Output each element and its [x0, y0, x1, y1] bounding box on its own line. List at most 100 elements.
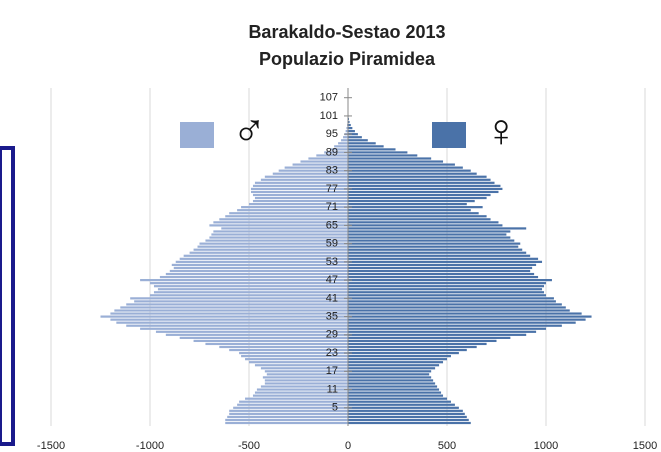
chart-title: Barakaldo-Sestao 2013 [248, 22, 445, 42]
bar [348, 400, 451, 403]
bar [348, 154, 418, 157]
bar [260, 385, 348, 388]
bar [308, 157, 348, 160]
bar [130, 297, 348, 300]
x-tick-label: -500 [238, 440, 260, 452]
bar [245, 358, 348, 361]
legend-swatch [432, 122, 466, 148]
x-tick-label: 1000 [534, 440, 558, 452]
bar [241, 206, 348, 209]
bar [110, 312, 349, 315]
bar [348, 282, 546, 285]
bar [348, 324, 562, 327]
bar [116, 321, 348, 324]
bar [348, 409, 463, 412]
y-tick-label: 47 [326, 274, 338, 286]
bar [134, 300, 348, 303]
bar [348, 394, 444, 397]
bar [179, 257, 348, 260]
bar [348, 181, 495, 184]
bar [348, 318, 586, 321]
chart-title: Populazio Piramidea [259, 49, 436, 69]
bar [254, 196, 348, 200]
bar [211, 233, 348, 236]
y-tick-label: 11 [327, 383, 338, 395]
bar [252, 184, 348, 187]
bar [126, 324, 349, 327]
bar [254, 391, 348, 394]
bar [348, 172, 477, 175]
bar [348, 269, 531, 273]
bar [221, 227, 348, 230]
bar [256, 388, 348, 391]
bar [348, 142, 376, 145]
bar [199, 242, 348, 245]
bar [348, 166, 463, 169]
bar [348, 333, 527, 336]
legend-label: ♀ [484, 104, 519, 156]
bar [348, 157, 432, 160]
bar [348, 184, 501, 187]
bar [348, 227, 527, 230]
bar [245, 397, 348, 400]
bar [169, 269, 348, 273]
bar [348, 175, 487, 178]
bar [348, 120, 350, 124]
bar [153, 291, 348, 294]
bar [348, 193, 491, 197]
bar [225, 421, 348, 425]
bar [140, 327, 348, 330]
bar [179, 336, 348, 339]
bar [348, 260, 543, 263]
x-tick-label: 0 [345, 440, 351, 452]
bar [193, 339, 348, 343]
bar [348, 254, 531, 257]
y-tick-label: 35 [326, 310, 338, 322]
bar [348, 248, 523, 251]
bar [338, 142, 348, 145]
bar [348, 421, 471, 425]
bar [140, 279, 348, 282]
bar [225, 418, 348, 422]
bar [348, 403, 455, 406]
bar [348, 388, 440, 391]
bar [348, 406, 459, 409]
bar [264, 175, 348, 178]
bar [348, 196, 487, 200]
bar [348, 218, 491, 221]
bar [348, 148, 396, 151]
bar [348, 379, 434, 382]
bar [110, 318, 349, 321]
bar [348, 297, 554, 300]
x-tick-label: -1500 [37, 440, 65, 452]
bar [250, 190, 348, 194]
bar [348, 233, 507, 236]
bar [209, 224, 348, 227]
bar [278, 169, 348, 172]
bar [284, 166, 348, 169]
bar [237, 403, 348, 406]
y-tick-label: 95 [326, 128, 338, 140]
bar [348, 224, 503, 227]
bar [252, 193, 348, 197]
bar [150, 282, 348, 285]
bar [260, 178, 348, 181]
x-tick-label: -1000 [136, 440, 164, 452]
bar [348, 169, 471, 172]
bar [348, 415, 467, 419]
bar [348, 136, 362, 139]
bar [114, 309, 348, 312]
bar [100, 315, 348, 318]
bar [348, 303, 562, 306]
y-tick-label: 53 [326, 256, 338, 268]
bar [260, 367, 348, 370]
bar [348, 367, 436, 370]
bar [197, 245, 348, 248]
bar [171, 263, 348, 267]
bar [348, 327, 546, 330]
bar [348, 203, 467, 206]
bar [348, 130, 355, 133]
bar [343, 136, 348, 139]
bar [175, 260, 348, 263]
bar [252, 394, 348, 397]
